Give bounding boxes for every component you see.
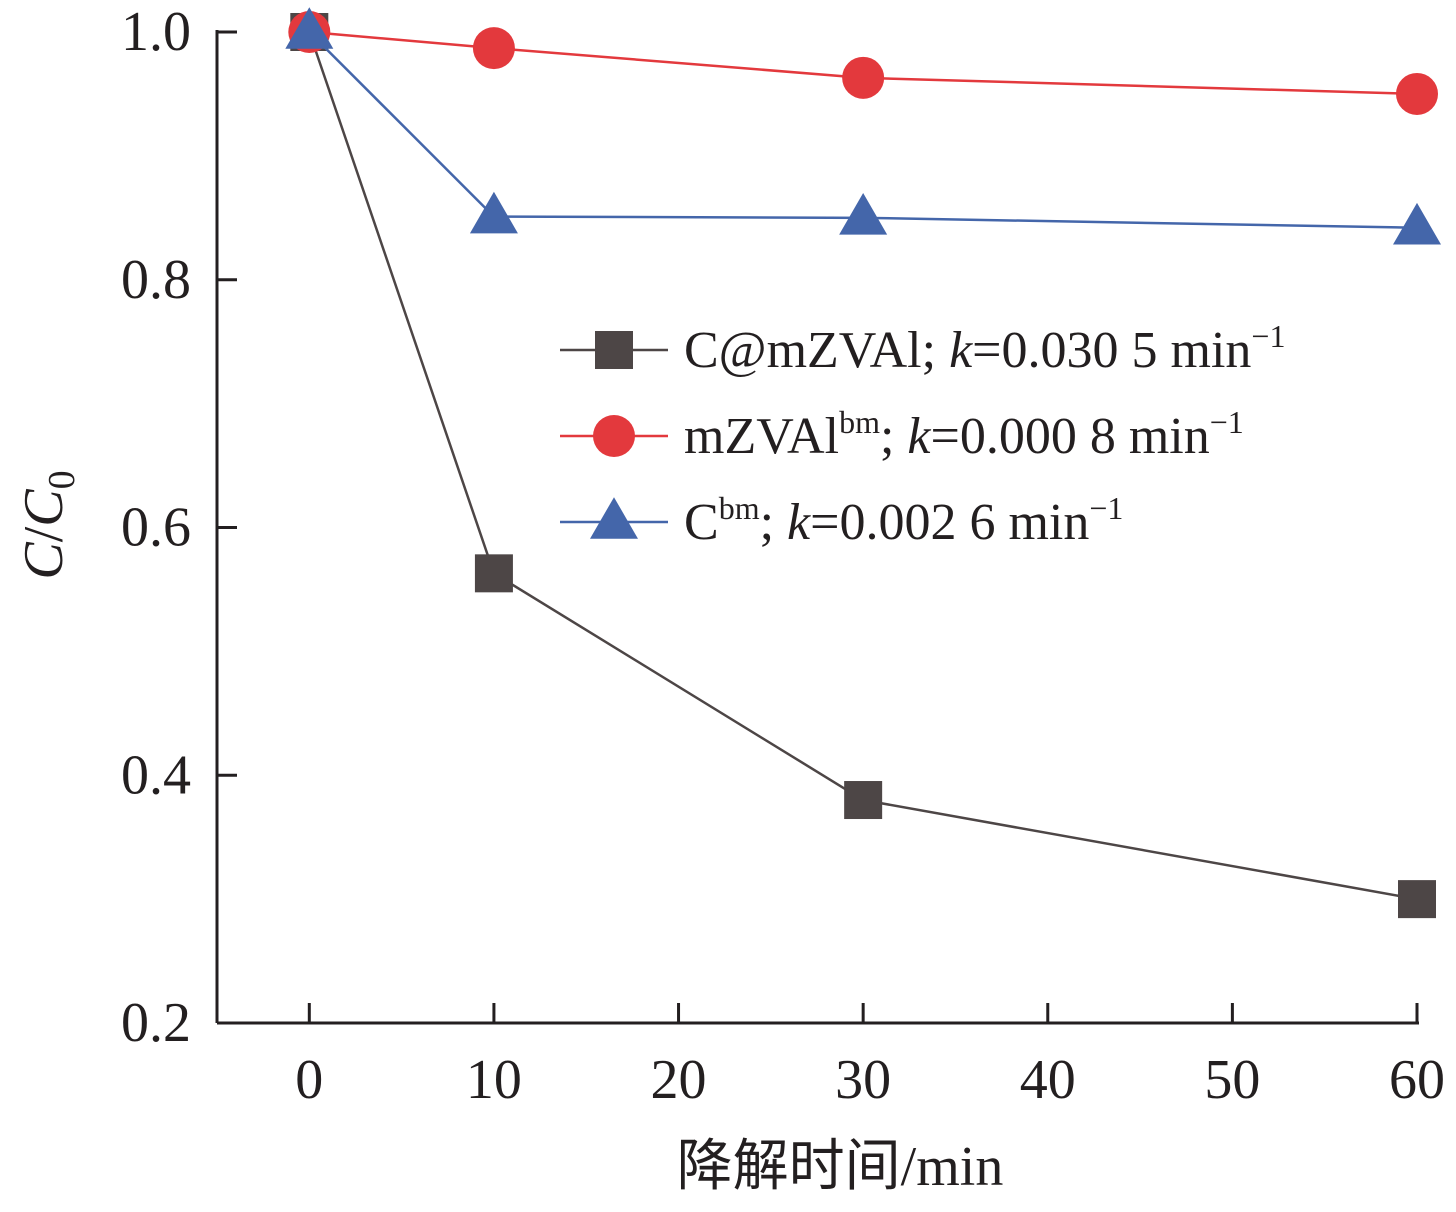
data-point bbox=[472, 27, 515, 70]
legend-marker bbox=[590, 497, 638, 539]
data-point bbox=[844, 781, 883, 820]
data-point bbox=[474, 554, 513, 593]
x-tick-label: 0 bbox=[295, 1049, 323, 1111]
series-line bbox=[308, 31, 1418, 901]
x-axis-label: 降解时间/min bbox=[677, 1136, 1004, 1198]
legend-item: mZVAlbm; k=0.000 8 min−1 bbox=[560, 404, 1244, 465]
y-tick-label: 0.2 bbox=[121, 992, 191, 1054]
legend-label: C@mZVAl; k=0.030 5 min−1 bbox=[684, 318, 1285, 379]
legend-label: Cbm; k=0.002 6 min−1 bbox=[684, 490, 1123, 551]
data-point bbox=[469, 191, 518, 234]
legend-marker bbox=[595, 331, 633, 369]
series-layer bbox=[285, 7, 1441, 919]
legend-item: C@mZVAl; k=0.030 5 min−1 bbox=[560, 318, 1285, 379]
x-tick-label: 20 bbox=[651, 1049, 707, 1111]
data-point bbox=[842, 56, 885, 99]
data-point bbox=[285, 7, 334, 49]
svg-text:C/C0: C/C0 bbox=[13, 470, 83, 579]
axes: 0.2 0.4 0.6 0.8 1.0 0 10 20 30 40 50 60 bbox=[121, 1, 1445, 1111]
data-point bbox=[1398, 880, 1436, 919]
y-tick-label: 1.0 bbox=[121, 1, 191, 63]
legend-label: mZVAlbm; k=0.000 8 min−1 bbox=[684, 404, 1244, 465]
y-tick-label: 0.6 bbox=[121, 497, 191, 559]
data-point bbox=[1396, 72, 1438, 115]
series-circle bbox=[288, 11, 1438, 115]
x-tick-label: 60 bbox=[1389, 1049, 1445, 1111]
data-point bbox=[1393, 202, 1441, 245]
y-axis-label: C/C0 bbox=[13, 470, 83, 579]
y-tick-label: 0.4 bbox=[121, 744, 191, 806]
series-square bbox=[290, 13, 1436, 919]
series-line bbox=[308, 31, 1418, 229]
series-triangle bbox=[285, 7, 1441, 245]
legend: C@mZVAl; k=0.030 5 min−1 mZVAlbm; k=0.000… bbox=[560, 318, 1285, 551]
x-tick-label: 50 bbox=[1204, 1049, 1260, 1111]
data-point bbox=[839, 193, 888, 235]
legend-item: Cbm; k=0.002 6 min−1 bbox=[560, 490, 1123, 551]
series-line bbox=[309, 30, 1418, 96]
x-tick-label: 10 bbox=[466, 1049, 522, 1111]
y-tick-label: 0.8 bbox=[121, 249, 191, 311]
x-tick-label: 40 bbox=[1020, 1049, 1076, 1111]
x-tick-label: 30 bbox=[835, 1049, 891, 1111]
legend-marker bbox=[593, 415, 635, 457]
